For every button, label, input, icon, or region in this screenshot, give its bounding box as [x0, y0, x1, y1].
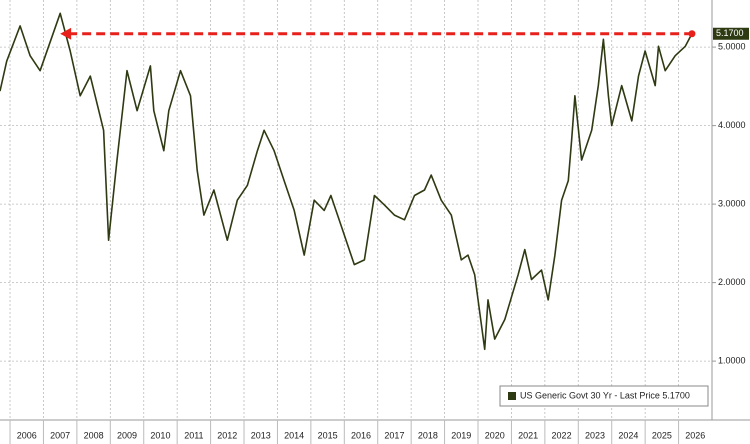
x-tick-label: 2024 [618, 430, 638, 440]
x-tick-label: 2016 [351, 430, 371, 440]
y-tick-label: 1.0000 [718, 355, 746, 365]
x-tick-label: 2011 [184, 430, 203, 440]
x-tick-label: 2026 [685, 430, 705, 440]
line-series [0, 12, 693, 351]
x-tick-label: 2015 [318, 430, 338, 440]
y-tick-label: 5.0000 [718, 41, 746, 51]
x-tick-label: 2017 [384, 430, 404, 440]
x-tick-label: 2012 [217, 430, 237, 440]
legend-swatch [508, 392, 516, 400]
y-tick-label: 4.0000 [718, 120, 746, 130]
x-tick-label: 2021 [518, 430, 538, 440]
last-marker [688, 30, 696, 38]
x-tick-label: 2022 [552, 430, 572, 440]
x-tick-label: 2023 [585, 430, 605, 440]
x-tick-label: 2006 [17, 430, 37, 440]
arrow-head [60, 27, 72, 40]
legend-box [499, 385, 709, 407]
last-price-label: 5.1700 [716, 28, 744, 38]
x-tick-label: 2007 [50, 430, 70, 440]
x-tick-label: 2014 [284, 430, 304, 440]
x-tick-label: 2010 [150, 430, 170, 440]
x-tick-label: 2013 [251, 430, 271, 440]
x-tick-label: 2018 [418, 430, 438, 440]
x-tick-label: 2009 [117, 430, 137, 440]
x-tick-label: 2008 [84, 430, 104, 440]
x-tick-label: 2025 [652, 430, 672, 440]
legend-label: US Generic Govt 30 Yr - Last Price 5.170… [520, 390, 690, 400]
y-tick-label: 2.0000 [718, 277, 746, 287]
x-tick-label: 2020 [485, 430, 505, 440]
x-tick-label: 2019 [451, 430, 471, 440]
y-tick-label: 3.0000 [718, 198, 746, 208]
last-price-box [713, 27, 749, 40]
